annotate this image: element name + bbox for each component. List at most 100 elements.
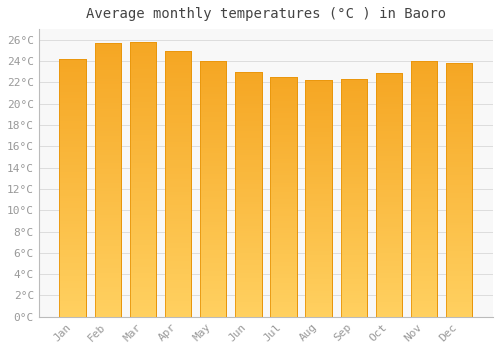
Bar xyxy=(130,174,156,176)
Bar xyxy=(235,150,262,153)
Bar xyxy=(411,194,438,197)
Bar xyxy=(411,291,438,294)
Bar xyxy=(200,140,226,143)
Bar xyxy=(376,161,402,163)
Bar xyxy=(94,270,121,273)
Bar xyxy=(60,123,86,126)
Bar xyxy=(446,233,472,236)
Bar xyxy=(130,267,156,270)
Bar xyxy=(376,287,402,290)
Bar xyxy=(130,141,156,144)
Bar xyxy=(270,120,296,122)
Bar xyxy=(340,160,367,162)
Bar xyxy=(270,235,296,238)
Bar xyxy=(446,299,472,302)
Bar xyxy=(130,102,156,105)
Bar xyxy=(200,143,226,146)
Bar xyxy=(200,176,226,179)
Bar xyxy=(60,162,86,164)
Bar xyxy=(235,243,262,246)
Bar xyxy=(60,149,86,152)
Bar xyxy=(306,260,332,262)
Bar xyxy=(94,218,121,221)
Bar xyxy=(376,92,402,95)
Bar xyxy=(306,149,332,151)
Bar xyxy=(60,121,86,123)
Bar xyxy=(130,287,156,289)
Bar xyxy=(446,200,472,203)
Bar xyxy=(446,261,472,264)
Bar xyxy=(270,122,296,125)
Bar xyxy=(306,284,332,286)
Bar xyxy=(306,99,332,102)
Bar xyxy=(376,136,402,139)
Bar xyxy=(200,243,226,245)
Bar xyxy=(200,271,226,273)
Bar xyxy=(94,48,121,51)
Bar xyxy=(446,154,472,157)
Bar xyxy=(235,275,262,278)
Bar xyxy=(200,232,226,235)
Bar xyxy=(130,130,156,133)
Bar xyxy=(340,110,367,112)
Bar xyxy=(235,197,262,199)
Bar xyxy=(235,99,262,101)
Bar xyxy=(270,305,296,307)
Bar xyxy=(270,214,296,216)
Bar xyxy=(94,281,121,284)
Bar xyxy=(235,202,262,204)
Bar xyxy=(340,136,367,139)
Bar xyxy=(165,211,191,213)
Bar xyxy=(165,136,191,139)
Bar xyxy=(130,253,156,256)
Bar xyxy=(130,127,156,130)
Bar xyxy=(60,281,86,283)
Bar xyxy=(270,233,296,235)
Bar xyxy=(376,100,402,102)
Bar xyxy=(130,160,156,163)
Bar xyxy=(376,188,402,190)
Bar xyxy=(376,180,402,183)
Bar xyxy=(165,83,191,86)
Bar xyxy=(340,82,367,84)
Bar xyxy=(340,141,367,143)
Bar xyxy=(165,272,191,274)
Bar xyxy=(411,256,438,258)
Bar xyxy=(411,189,438,191)
Bar xyxy=(200,276,226,279)
Bar xyxy=(270,101,296,103)
Bar xyxy=(446,96,472,99)
Bar xyxy=(411,197,438,199)
Bar xyxy=(235,172,262,175)
Bar xyxy=(130,273,156,275)
Bar xyxy=(306,217,332,220)
Bar xyxy=(270,108,296,111)
Bar xyxy=(270,111,296,113)
Bar xyxy=(376,90,402,92)
Bar xyxy=(306,80,332,317)
Bar xyxy=(376,78,402,80)
Bar xyxy=(60,211,86,213)
Bar xyxy=(446,63,472,317)
Bar xyxy=(94,153,121,155)
Bar xyxy=(411,120,438,122)
Bar xyxy=(60,291,86,294)
Bar xyxy=(94,139,121,141)
Bar xyxy=(270,264,296,266)
Bar xyxy=(165,179,191,181)
Bar xyxy=(60,164,86,167)
Bar xyxy=(411,253,438,256)
Bar xyxy=(165,243,191,245)
Bar xyxy=(270,262,296,264)
Bar xyxy=(94,100,121,103)
Bar xyxy=(340,222,367,224)
Bar xyxy=(165,128,191,131)
Bar xyxy=(411,217,438,219)
Bar xyxy=(306,205,332,208)
Bar xyxy=(306,272,332,274)
Bar xyxy=(411,146,438,148)
Bar xyxy=(411,97,438,99)
Bar xyxy=(165,97,191,99)
Bar xyxy=(235,256,262,258)
Bar xyxy=(235,118,262,121)
